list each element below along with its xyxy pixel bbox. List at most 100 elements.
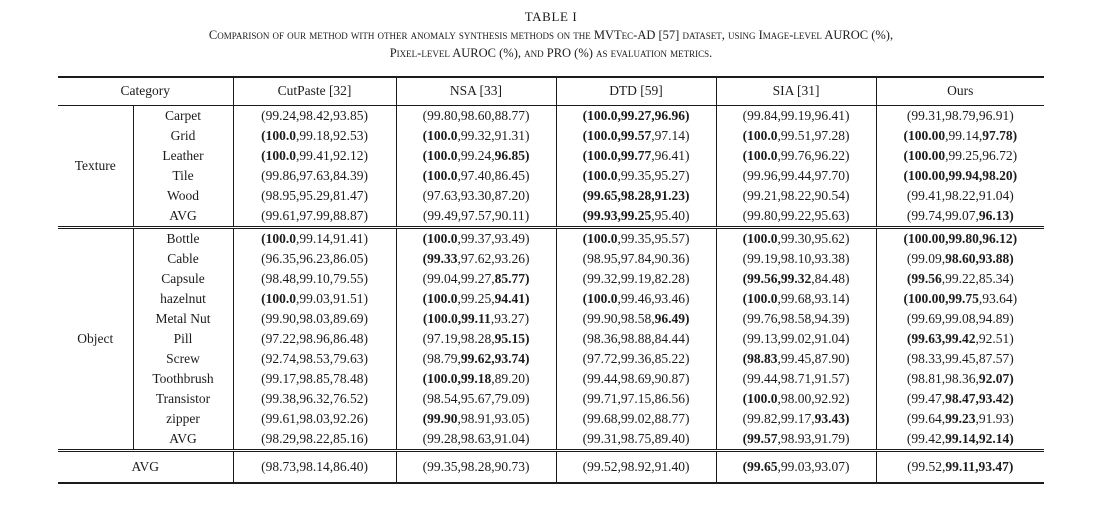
metric-cell-ours: (99.63,99.42,92.51) [875, 328, 1044, 349]
subcategory-label: Toothbrush [132, 368, 233, 389]
subcategory-label: Grid [132, 125, 233, 146]
subcategory-label: AVG [132, 428, 233, 450]
metric-cell-cutpaste: (100.0,99.18,92.53) [232, 125, 396, 146]
paper-page: { "page": { "title": "TABLE I", "caption… [0, 9, 1102, 505]
metric-cell-sia: (99.76,98.58,94.39) [715, 308, 876, 329]
subcategory-label: hazelnut [132, 288, 233, 309]
metric-cell-sia: (99.84,99.19,96.41) [715, 105, 876, 126]
metric-cell-sia: (100.0,98.00,92.92) [715, 388, 876, 409]
metric-cell-cutpaste: (100.0,99.41,92.12) [232, 145, 396, 166]
metric-cell-ours: (100.00,99.80,96.12) [875, 225, 1044, 249]
metric-cell-sia: (100.0,99.30,95.62) [715, 225, 876, 249]
header-row: Category CutPaste [32] NSA [33] DTD [59]… [58, 76, 1044, 106]
metric-cell-cutpaste: (98.48,99.10,79.55) [232, 268, 396, 289]
overall-avg-cell-dtd: (99.52,98.92,91.40) [555, 448, 716, 483]
column-header-cutpaste: CutPaste [32] [232, 76, 396, 106]
table-row: Wood (98.95,95.29,81.47) (97.63,93.30,87.2… [58, 185, 1044, 206]
column-header-ours: Ours [875, 76, 1044, 106]
metric-cell-nsa: (97.63,93.30,87.20) [395, 185, 556, 206]
metric-cell-cutpaste: (99.38,96.32,76.52) [232, 388, 396, 409]
subcategory-label: Bottle [132, 225, 233, 249]
results-table: Category CutPaste [32] NSA [33] DTD [59]… [58, 75, 1044, 484]
section-object: Object Bottle (100.0,99.14,91.41) (100.0,99… [58, 225, 1044, 450]
metric-cell-nsa: (100.0,97.40,86.45) [395, 165, 556, 186]
overall-avg-cell-nsa: (99.35,98.28,90.73) [395, 448, 556, 483]
metric-cell-dtd: (100.0,99.77,96.41) [555, 145, 716, 166]
metric-cell-ours: (98.33,99.45,87.57) [875, 348, 1044, 369]
subcategory-label: Tile [132, 165, 233, 186]
metric-cell-dtd: (99.31,98.75,89.40) [555, 428, 716, 450]
table-row: zipper (99.61,98.03,92.26) (99.90,98.91,93… [58, 408, 1044, 429]
metric-cell-ours: (99.69,99.08,94.89) [875, 308, 1044, 329]
metric-cell-cutpaste: (99.61,98.03,92.26) [232, 408, 396, 429]
metric-cell-dtd: (100.0,99.35,95.57) [555, 225, 716, 249]
metric-cell-ours: (98.81,98.36,92.07) [875, 368, 1044, 389]
metric-cell-cutpaste: (99.90,98.03,89.69) [232, 308, 396, 329]
caption-line-1: Comparison of our method with other anom… [208, 28, 894, 42]
metric-cell-ours: (99.42,99.14,92.14) [875, 428, 1044, 450]
subcategory-label: AVG [132, 205, 233, 227]
overall-avg-cell-cutpaste: (98.73,98.14,86.40) [232, 448, 396, 483]
metric-cell-ours: (99.64,99.23,91.93) [875, 408, 1044, 429]
metric-cell-cutpaste: (98.29,98.22,85.16) [232, 428, 396, 450]
column-header-category: Category [58, 76, 233, 106]
metric-cell-dtd: (99.68,99.02,88.77) [555, 408, 716, 429]
caption-line-2: Pixel-level AUROC (%), and PRO (%) as ev… [389, 45, 713, 60]
metric-cell-dtd: (100.0,99.57,97.14) [555, 125, 716, 146]
table-row: Transistor (99.38,96.32,76.52) (98.54,95.6… [58, 388, 1044, 409]
metric-cell-cutpaste: (99.61,97.99,88.87) [232, 205, 396, 227]
column-header-sia: SIA [31] [715, 76, 876, 106]
table-row: hazelnut (100.0,99.03,91.51) (100.0,99.25,… [58, 288, 1044, 309]
metric-cell-sia: (99.82,99.17,93.43) [715, 408, 876, 429]
metric-cell-nsa: (98.54,95.67,79.09) [395, 388, 556, 409]
column-header-dtd: DTD [59] [555, 76, 716, 106]
metric-cell-cutpaste: (100.0,99.14,91.41) [232, 225, 396, 249]
table-row: Leather (100.0,99.41,92.12) (100.0,99.24,9… [58, 145, 1044, 166]
overall-avg-cell-ours: (99.52,99.11,93.47) [875, 448, 1044, 483]
table-row: Screw (92.74,98.53,79.63) (98.79,99.62,93.… [58, 348, 1044, 369]
table-row: Tile (99.86,97.63,84.39) (100.0,97.40,86.4… [58, 165, 1044, 186]
metric-cell-sia: (99.80,99.22,95.63) [715, 205, 876, 227]
metric-cell-dtd: (99.71,97.15,86.56) [555, 388, 716, 409]
subcategory-label: zipper [132, 408, 233, 429]
table-row: Grid (100.0,99.18,92.53) (100.0,99.32,91.3… [58, 125, 1044, 146]
metric-cell-ours: (100.00,99.14,97.78) [875, 125, 1044, 146]
metric-cell-sia: (100.0,99.51,97.28) [715, 125, 876, 146]
metric-cell-dtd: (99.93,99.25,95.40) [555, 205, 716, 227]
metric-cell-cutpaste: (99.17,98.85,78.48) [232, 368, 396, 389]
subcategory-label: Transistor [132, 388, 233, 409]
table-row: Capsule (98.48,99.10,79.55) (99.04,99.27,8… [58, 268, 1044, 289]
metric-cell-sia: (99.44,98.71,91.57) [715, 368, 876, 389]
metric-cell-ours: (99.56,99.22,85.34) [875, 268, 1044, 289]
metric-cell-nsa: (100.0,99.24,96.85) [395, 145, 556, 166]
metric-cell-nsa: (99.49,97.57,90.11) [395, 205, 556, 227]
metric-cell-sia: (99.96,99.44,97.70) [715, 165, 876, 186]
metric-cell-ours: (100.00,99.25,96.72) [875, 145, 1044, 166]
metric-cell-dtd: (99.44,98.69,90.87) [555, 368, 716, 389]
metric-cell-dtd: (98.36,98.88,84.44) [555, 328, 716, 349]
table-row: Metal Nut (99.90,98.03,89.69) (100.0,99.11… [58, 308, 1044, 329]
metric-cell-sia: (99.21,98.22,90.54) [715, 185, 876, 206]
metric-cell-nsa: (100.0,99.11,93.27) [395, 308, 556, 329]
metric-cell-dtd: (98.95,97.84,90.36) [555, 248, 716, 269]
subcategory-label: Pill [132, 328, 233, 349]
subcategory-label: Screw [132, 348, 233, 369]
metric-cell-dtd: (100.0,99.46,93.46) [555, 288, 716, 309]
metric-cell-dtd: (97.72,99.36,85.22) [555, 348, 716, 369]
metric-cell-cutpaste: (100.0,99.03,91.51) [232, 288, 396, 309]
metric-cell-ours: (99.41,98.22,91.04) [875, 185, 1044, 206]
metric-cell-dtd: (100.0,99.35,95.27) [555, 165, 716, 186]
metric-cell-nsa: (99.28,98.63,91.04) [395, 428, 556, 450]
table-row: Cable (96.35,96.23,86.05) (99.33,97.62,93.… [58, 248, 1044, 269]
metric-cell-sia: (99.13,99.02,91.04) [715, 328, 876, 349]
section-texture: Texture Carpet (99.24,98.42,93.85) (99.80,9… [58, 105, 1044, 227]
metric-cell-cutpaste: (97.22,98.96,86.48) [232, 328, 396, 349]
table-row: Toothbrush (99.17,98.85,78.48) (100.0,99.1… [58, 368, 1044, 389]
category-group-label: Texture [74, 157, 116, 173]
subcategory-label: Cable [132, 248, 233, 269]
subcategory-label: Wood [132, 185, 233, 206]
metric-cell-dtd: (99.90,98.58,96.49) [555, 308, 716, 329]
metric-cell-cutpaste: (98.95,95.29,81.47) [232, 185, 396, 206]
table-row: AVG (99.61,97.99,88.87) (99.49,97.57,90.11… [58, 205, 1044, 227]
metric-cell-cutpaste: (96.35,96.23,86.05) [232, 248, 396, 269]
